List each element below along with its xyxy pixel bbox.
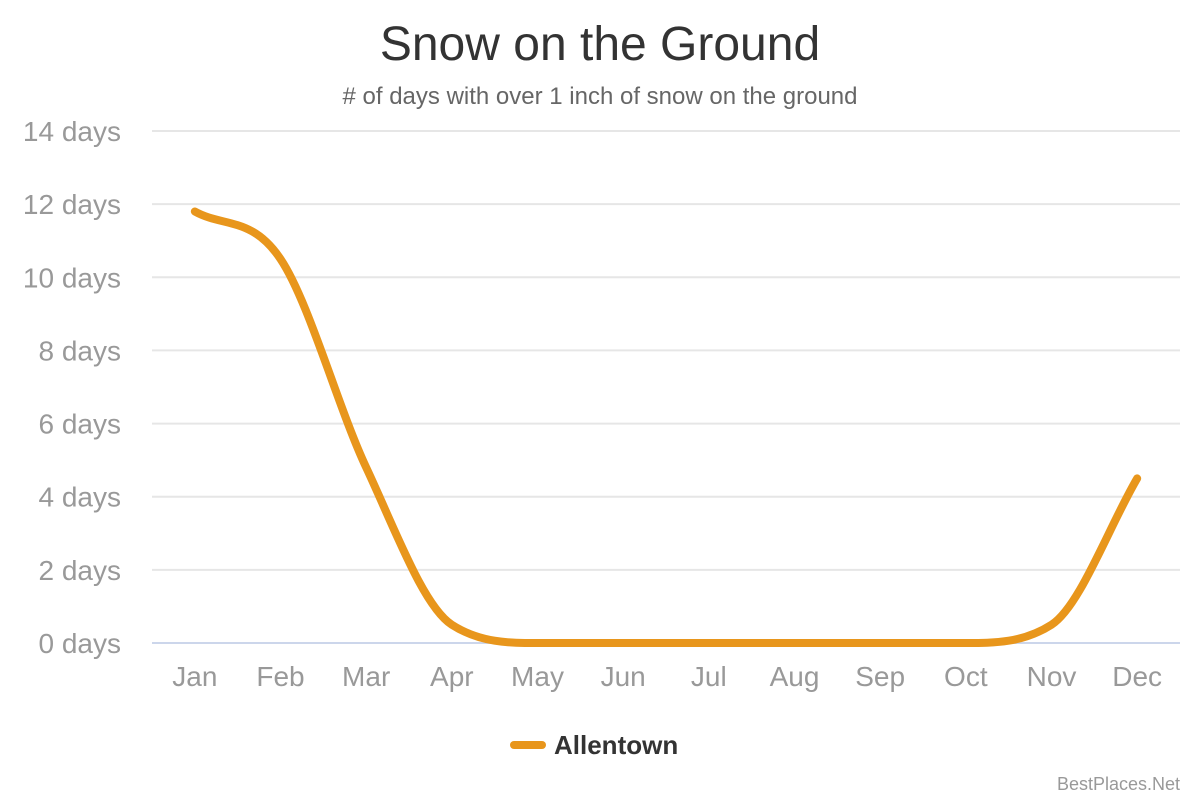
x-axis-labels: Jan Feb Mar Apr May Jun Jul Aug Sep Oct Nov Dec bbox=[172, 661, 1162, 692]
x-tick-label-oct: Oct bbox=[944, 661, 988, 692]
x-tick-label-jul: Jul bbox=[691, 661, 727, 692]
legend-label-allentown: Allentown bbox=[554, 730, 678, 760]
y-tick-label: 12 days bbox=[23, 189, 121, 220]
y-tick-label: 2 days bbox=[39, 555, 122, 586]
y-tick-label: 14 days bbox=[23, 116, 121, 147]
x-tick-label-apr: Apr bbox=[430, 661, 474, 692]
chart-title: Snow on the Ground bbox=[380, 18, 820, 71]
x-tick-label-sep: Sep bbox=[855, 661, 905, 692]
y-axis-labels: 0 days 2 days 4 days 6 days 8 days 10 days 12 … bbox=[23, 116, 121, 659]
chart-subtitle: # of days with over 1 inch of snow on th… bbox=[343, 83, 858, 110]
y-tick-label: 8 days bbox=[39, 335, 122, 366]
gridlines bbox=[152, 130, 1180, 644]
x-tick-label-may: May bbox=[511, 661, 564, 692]
x-tick-label-feb: Feb bbox=[256, 661, 304, 692]
y-tick-label: 0 days bbox=[39, 628, 122, 659]
x-tick-label-aug: Aug bbox=[770, 661, 820, 692]
x-tick-label-mar: Mar bbox=[342, 661, 390, 692]
y-tick-label: 6 days bbox=[39, 409, 122, 440]
legend[interactable]: Allentown bbox=[510, 730, 678, 760]
credit-text[interactable]: BestPlaces.Net bbox=[1057, 774, 1180, 794]
x-tick-label-jan: Jan bbox=[172, 661, 217, 692]
y-tick-label: 10 days bbox=[23, 262, 121, 293]
x-tick-label-nov: Nov bbox=[1027, 661, 1077, 692]
series-line-allentown[interactable] bbox=[190, 207, 1142, 648]
x-tick-label-jun: Jun bbox=[601, 661, 646, 692]
x-tick-label-dec: Dec bbox=[1112, 661, 1162, 692]
y-tick-label: 4 days bbox=[39, 482, 122, 513]
series-lines bbox=[190, 207, 1142, 648]
